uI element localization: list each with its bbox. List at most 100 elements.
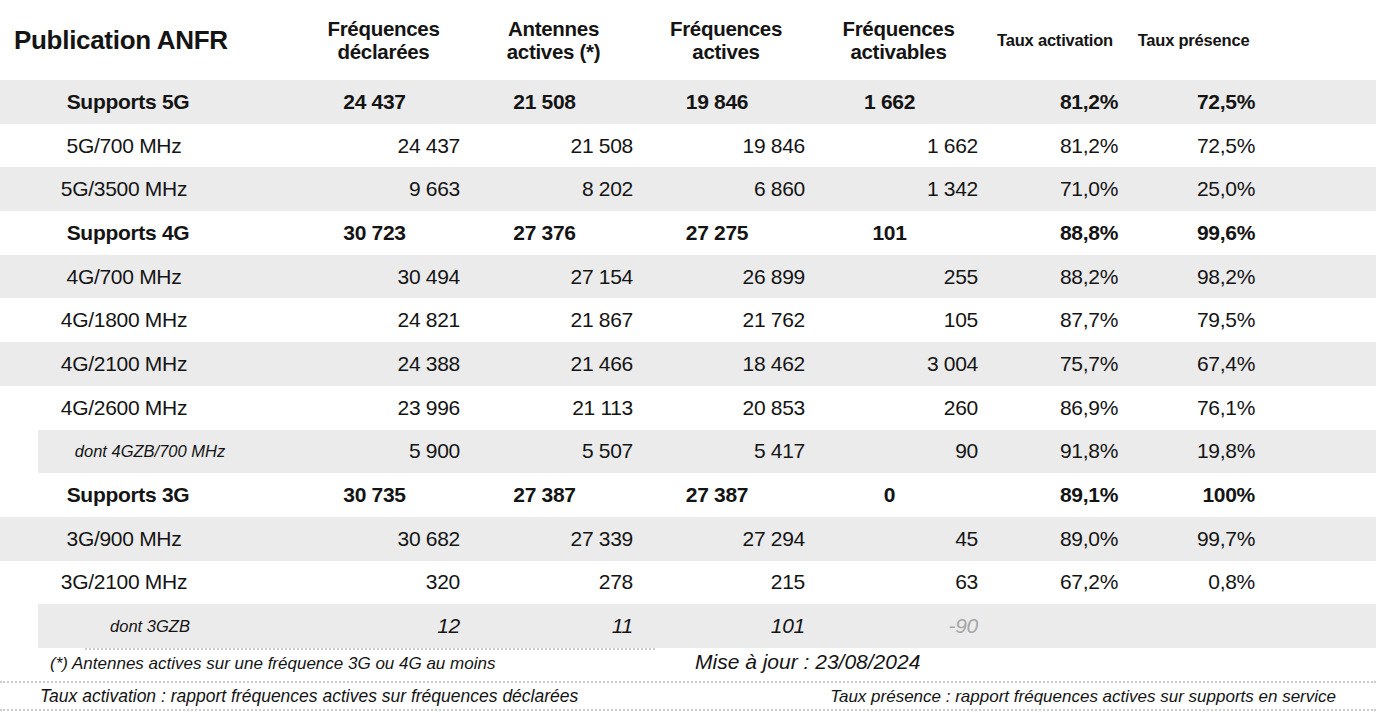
table-row-3g-900: 3G/900 MHz 30 682 27 339 27 294 45 89,0%… bbox=[0, 517, 1376, 561]
footnote-taux-presence: Taux présence : rapport fréquences activ… bbox=[830, 687, 1336, 707]
cell-value: 99,7% bbox=[1125, 527, 1262, 551]
row-label: 5G/3500 MHz bbox=[0, 177, 300, 201]
cell-value: 101 bbox=[812, 221, 985, 245]
column-header-frequences-actives: Fréquences actives bbox=[640, 17, 812, 63]
cell-value: 81,2% bbox=[985, 90, 1125, 114]
cell-value: 0 bbox=[812, 483, 985, 507]
cell-value: 99,6% bbox=[1125, 221, 1262, 245]
cell-value: 27 275 bbox=[640, 221, 812, 245]
cell-value: 30 735 bbox=[300, 483, 467, 507]
table-row-5g-700: 5G/700 MHz 24 437 21 508 19 846 1 662 81… bbox=[0, 124, 1376, 168]
cell-value: 25,0% bbox=[1125, 177, 1262, 201]
cell-value: 5 507 bbox=[467, 439, 640, 463]
cell-value: 0,8% bbox=[1125, 570, 1262, 594]
row-label: 3G/900 MHz bbox=[0, 527, 300, 551]
cell-value: 72,5% bbox=[1125, 134, 1262, 158]
cell-value: 24 437 bbox=[300, 134, 467, 158]
cell-value: 67,2% bbox=[985, 570, 1125, 594]
cell-value: 71,0% bbox=[985, 177, 1125, 201]
cell-value: 12 bbox=[300, 614, 467, 638]
table-header-row: Publication ANFR Fréquences déclarées An… bbox=[0, 0, 1376, 80]
cell-value: 27 387 bbox=[640, 483, 812, 507]
cell-value: 18 462 bbox=[640, 352, 812, 376]
cell-value: 24 437 bbox=[300, 90, 467, 114]
table-row-dont-3gzb: dont 3GZB 12 11 101 -90 bbox=[0, 604, 1376, 648]
cell-value: 5 417 bbox=[640, 439, 812, 463]
cell-value: 260 bbox=[812, 396, 985, 420]
last-updated-text: Mise à jour : 23/08/2024 bbox=[695, 650, 920, 674]
cell-value: 11 bbox=[467, 614, 640, 638]
table-footnotes: (*) Antennes actives sur une fréquence 3… bbox=[0, 648, 1376, 712]
column-header-frequences-activables: Fréquences activables bbox=[812, 17, 985, 63]
cell-value: 1 662 bbox=[812, 134, 985, 158]
cell-value: 98,2% bbox=[1125, 265, 1262, 289]
table-row-supports-5g: Supports 5G 24 437 21 508 19 846 1 662 8… bbox=[0, 80, 1376, 124]
cell-value: 30 682 bbox=[300, 527, 467, 551]
table-row-supports-4g: Supports 4G 30 723 27 376 27 275 101 88,… bbox=[0, 211, 1376, 255]
column-header-taux-activation: Taux activation bbox=[985, 31, 1125, 50]
row-label: Supports 3G bbox=[0, 483, 300, 507]
footnote-asterisk: (*) Antennes actives sur une fréquence 3… bbox=[50, 654, 495, 674]
cell-value: 278 bbox=[467, 570, 640, 594]
table-row-4g-700: 4G/700 MHz 30 494 27 154 26 899 255 88,2… bbox=[0, 255, 1376, 299]
cell-value: 1 662 bbox=[812, 90, 985, 114]
cell-value: 19,8% bbox=[1125, 439, 1262, 463]
cell-value: 3 004 bbox=[812, 352, 985, 376]
cell-value: 27 294 bbox=[640, 527, 812, 551]
row-label: Supports 5G bbox=[0, 90, 300, 114]
cell-value: 76,1% bbox=[1125, 396, 1262, 420]
cell-value: 9 663 bbox=[300, 177, 467, 201]
table-row-supports-3g: Supports 3G 30 735 27 387 27 387 0 89,1%… bbox=[0, 473, 1376, 517]
cell-value: 30 494 bbox=[300, 265, 467, 289]
cell-value: 86,9% bbox=[985, 396, 1125, 420]
table-row-3g-2100: 3G/2100 MHz 320 278 215 63 67,2% 0,8% bbox=[0, 561, 1376, 605]
cell-value: 105 bbox=[812, 308, 985, 332]
row-label: 3G/2100 MHz bbox=[0, 570, 300, 594]
cell-value: 26 899 bbox=[640, 265, 812, 289]
cell-value: 89,1% bbox=[985, 483, 1125, 507]
cell-value: 21 508 bbox=[467, 90, 640, 114]
row-label: 5G/700 MHz bbox=[0, 134, 300, 158]
table-row-4g-2600: 4G/2600 MHz 23 996 21 113 20 853 260 86,… bbox=[0, 386, 1376, 430]
column-header-antennes-actives: Antennes actives (*) bbox=[467, 17, 640, 63]
divider bbox=[85, 648, 655, 650]
cell-value: 23 996 bbox=[300, 396, 467, 420]
cell-value: 101 bbox=[640, 614, 812, 638]
divider bbox=[0, 681, 1376, 683]
cell-value: 1 342 bbox=[812, 177, 985, 201]
cell-value: 75,7% bbox=[985, 352, 1125, 376]
cell-value: 88,8% bbox=[985, 221, 1125, 245]
cell-value: 90 bbox=[812, 439, 985, 463]
cell-value: 79,5% bbox=[1125, 308, 1262, 332]
cell-value: 27 376 bbox=[467, 221, 640, 245]
row-label: dont 4GZB/700 MHz bbox=[0, 442, 300, 461]
cell-value-negative: -90 bbox=[812, 614, 985, 638]
cell-value: 19 846 bbox=[640, 90, 812, 114]
cell-value: 45 bbox=[812, 527, 985, 551]
divider bbox=[0, 709, 1376, 711]
cell-value: 20 853 bbox=[640, 396, 812, 420]
row-label: dont 3GZB bbox=[0, 617, 300, 636]
cell-value: 255 bbox=[812, 265, 985, 289]
cell-value: 21 867 bbox=[467, 308, 640, 332]
cell-value: 21 508 bbox=[467, 134, 640, 158]
row-label: 4G/2100 MHz bbox=[0, 352, 300, 376]
cell-value: 8 202 bbox=[467, 177, 640, 201]
page-title: Publication ANFR bbox=[0, 25, 300, 56]
cell-value: 89,0% bbox=[985, 527, 1125, 551]
cell-value: 27 387 bbox=[467, 483, 640, 507]
cell-value: 72,5% bbox=[1125, 90, 1262, 114]
column-header-taux-presence: Taux présence bbox=[1125, 31, 1262, 50]
cell-value: 24 388 bbox=[300, 352, 467, 376]
cell-value: 63 bbox=[812, 570, 985, 594]
cell-value: 5 900 bbox=[300, 439, 467, 463]
cell-value: 27 154 bbox=[467, 265, 640, 289]
row-label: 4G/1800 MHz bbox=[0, 308, 300, 332]
column-header-frequences-declarees: Fréquences déclarées bbox=[300, 17, 467, 63]
cell-value: 19 846 bbox=[640, 134, 812, 158]
cell-value: 21 762 bbox=[640, 308, 812, 332]
cell-value: 21 113 bbox=[467, 396, 640, 420]
row-label: 4G/2600 MHz bbox=[0, 396, 300, 420]
row-label: 4G/700 MHz bbox=[0, 265, 300, 289]
cell-value: 24 821 bbox=[300, 308, 467, 332]
